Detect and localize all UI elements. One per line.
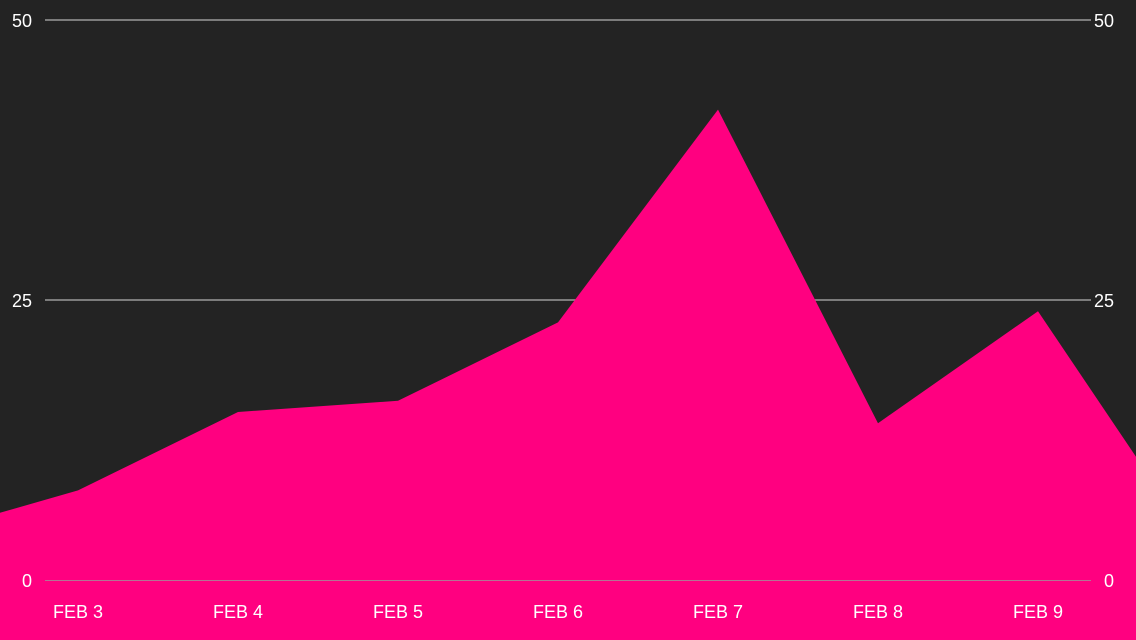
x-tick-label: FEB 7 [693, 602, 743, 622]
y-tick-label-left: 0 [22, 571, 32, 591]
y-tick-label-left: 25 [12, 291, 32, 311]
x-tick-label: FEB 5 [373, 602, 423, 622]
x-tick-labels: FEB 3 FEB 4 FEB 5 FEB 6 FEB 7 FEB 8 FEB 9 [53, 602, 1063, 622]
y-tick-label-right: 0 [1104, 571, 1114, 591]
y-tick-label-left: 50 [12, 11, 32, 31]
x-tick-label: FEB 8 [853, 602, 903, 622]
x-tick-label: FEB 9 [1013, 602, 1063, 622]
x-tick-label: FEB 3 [53, 602, 103, 622]
y-tick-labels: 0 0 25 25 50 50 [12, 11, 1114, 591]
x-tick-label: FEB 4 [213, 602, 263, 622]
area-series [0, 109, 1136, 580]
x-tick-label: FEB 6 [533, 602, 583, 622]
y-tick-label-right: 25 [1094, 291, 1114, 311]
y-tick-label-right: 50 [1094, 11, 1114, 31]
